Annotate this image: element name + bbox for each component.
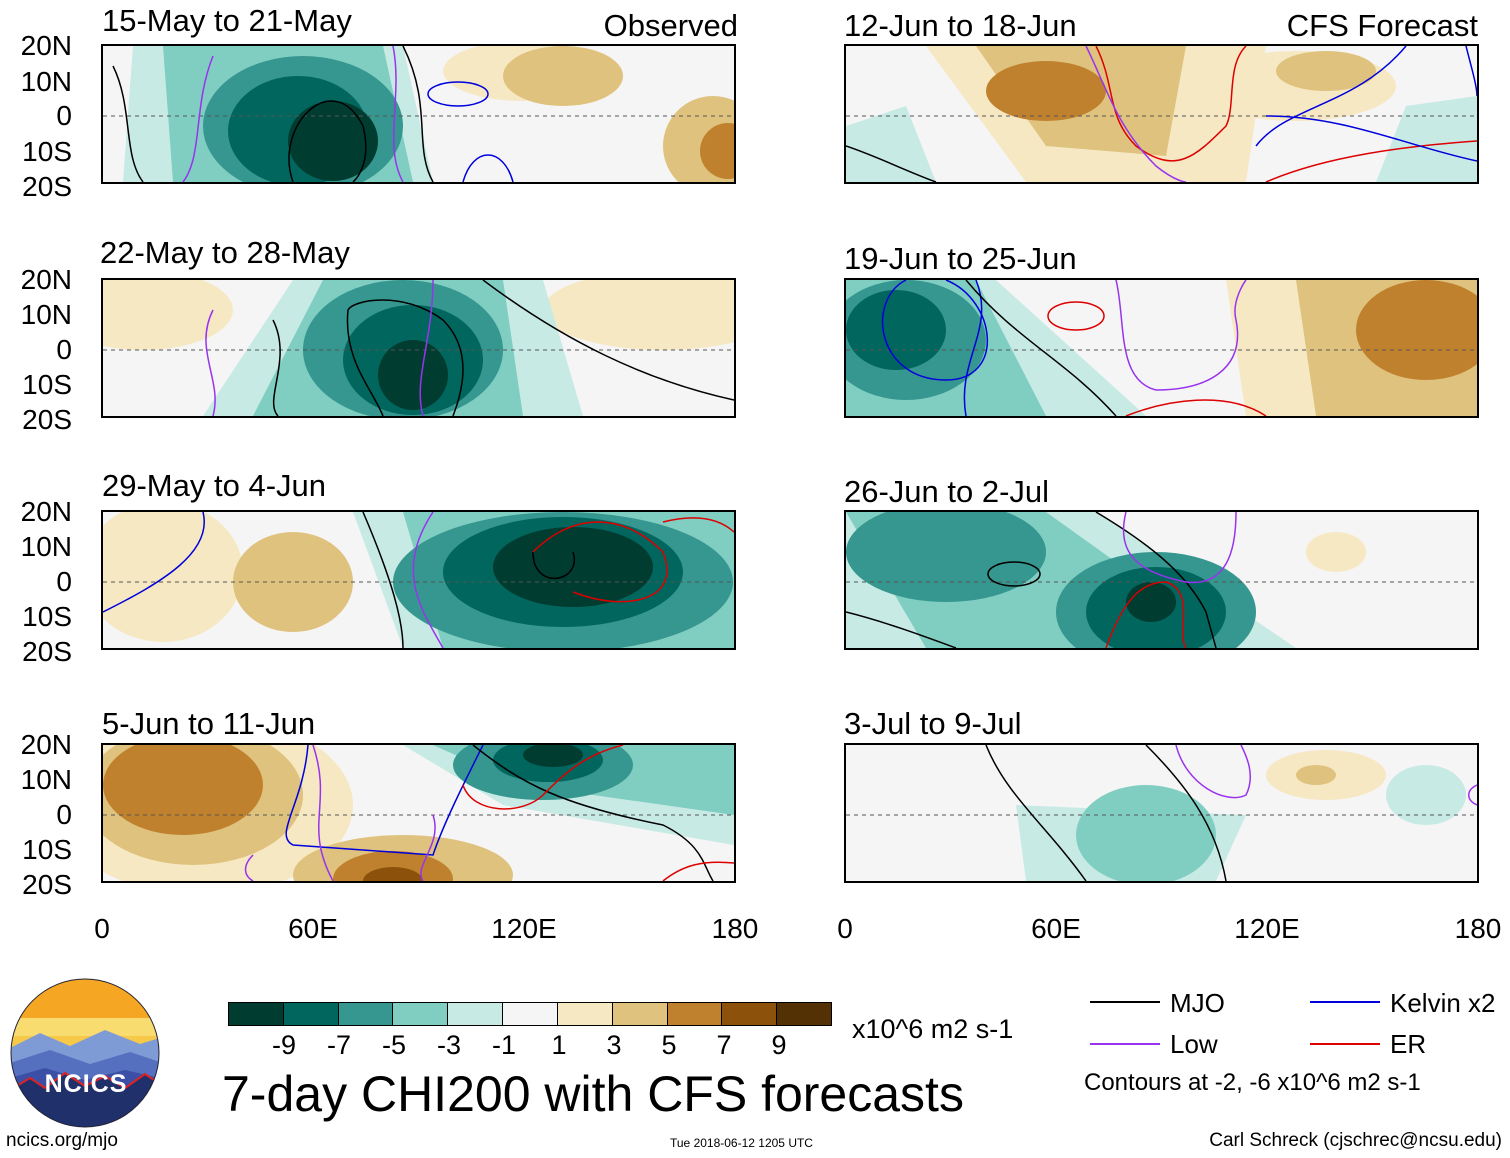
credit: Carl Schreck (cjschrec@ncsu.edu) (1209, 1130, 1502, 1151)
lat-label: 20N (20, 264, 72, 295)
legend-kelvin-line (1310, 1001, 1380, 1003)
colorbar-tick: -5 (381, 1030, 406, 1060)
colorbar-swatch (229, 1003, 284, 1025)
lon-label: 120E (491, 913, 557, 944)
colorbar-tick: 5 (661, 1030, 677, 1060)
lat-label: 0 (56, 566, 72, 597)
colorbar (228, 1002, 832, 1026)
colorbar-units: x10^6 m2 s-1 (852, 1014, 1014, 1044)
observed-label: Observed (603, 8, 738, 43)
lon-label: 60E (288, 913, 338, 944)
panel-title-obs3: 29-May to 4-Jun (102, 468, 326, 503)
lat-label: 20N (20, 30, 72, 61)
colorbar-tick: -9 (271, 1030, 296, 1060)
panel-title-fc2: 19-Jun to 25-Jun (844, 241, 1077, 276)
lon-label: 0 (837, 913, 853, 944)
panel-title-fc4: 3-Jul to 9-Jul (844, 706, 1022, 741)
colorbar-tick: 1 (551, 1030, 567, 1060)
map-panel-fc4 (844, 743, 1479, 883)
colorbar-swatch (667, 1003, 723, 1025)
map-panel-obs2 (101, 278, 736, 418)
colorbar-swatch (612, 1003, 668, 1025)
site-link[interactable]: ncics.org/mjo (6, 1130, 118, 1151)
lat-label: 10S (22, 136, 72, 167)
lat-label: 10N (20, 531, 72, 562)
cfs-forecast-label: CFS Forecast (1286, 8, 1478, 43)
timestamp: Tue 2018-06-12 1205 UTC (670, 1136, 813, 1150)
lat-label: 10N (20, 299, 72, 330)
panel-title-obs4: 5-Jun to 11-Jun (102, 706, 316, 741)
lat-label: 0 (56, 799, 72, 830)
map-panel-obs4 (101, 743, 736, 883)
lat-label: 10N (20, 764, 72, 795)
logo-text: NCICS (44, 1070, 128, 1098)
lat-label: 10N (20, 66, 72, 97)
lat-label: 10S (22, 834, 72, 865)
colorbar-swatch (283, 1003, 339, 1025)
colorbar-tick: -7 (326, 1030, 351, 1060)
lon-label: 180 (711, 913, 759, 944)
colorbar-swatch (448, 1003, 504, 1025)
map-panel-fc2 (844, 278, 1479, 418)
lat-label: 10S (22, 369, 72, 400)
colorbar-tick: 7 (716, 1030, 732, 1060)
legend-mjo-label: MJO (1170, 988, 1225, 1018)
lat-label: 0 (56, 334, 72, 365)
colorbar-swatch (393, 1003, 449, 1025)
colorbar-tick: -3 (436, 1030, 461, 1060)
map-panel-obs3 (101, 510, 736, 650)
legend-kelvin-label: Kelvin x2 (1390, 988, 1496, 1018)
lon-label: 180 (1454, 913, 1502, 944)
lat-label: 20S (22, 171, 72, 202)
lat-label: 20N (20, 496, 72, 527)
lat-label: 20N (20, 729, 72, 760)
ncics-logo (10, 978, 160, 1128)
lat-label: 20S (22, 869, 72, 900)
lon-label: 120E (1234, 913, 1300, 944)
lat-label: 20S (22, 636, 72, 667)
colorbar-swatch (338, 1003, 394, 1025)
legend-low-line (1090, 1043, 1160, 1045)
colorbar-tick: -1 (491, 1030, 516, 1060)
colorbar-swatch (777, 1003, 831, 1025)
colorbar-tick: 9 (771, 1030, 787, 1060)
colorbar-tick: 3 (606, 1030, 622, 1060)
colorbar-swatch (503, 1003, 558, 1025)
colorbar-swatch (557, 1003, 613, 1025)
map-panel-fc3 (844, 510, 1479, 650)
legend-er-line (1310, 1043, 1380, 1045)
panel-title-fc1: 12-Jun to 18-Jun (844, 8, 1077, 43)
legend-er-label: ER (1390, 1029, 1427, 1059)
lon-label: 0 (94, 913, 110, 944)
legend-low-label: Low (1170, 1029, 1218, 1059)
map-panel-fc1 (844, 44, 1479, 184)
map-panel-obs1 (101, 44, 736, 184)
lat-label: 0 (56, 100, 72, 131)
panel-title-obs2: 22-May to 28-May (100, 235, 350, 270)
lat-label: 20S (22, 404, 72, 435)
lat-label: 10S (22, 601, 72, 632)
contour-note: Contours at -2, -6 x10^6 m2 s-1 (1084, 1069, 1421, 1096)
panel-title-obs1: 15-May to 21-May (102, 3, 352, 38)
lon-label: 60E (1031, 913, 1081, 944)
legend-mjo-line (1090, 1001, 1160, 1003)
panel-title-fc3: 26-Jun to 2-Jul (844, 474, 1050, 509)
figure-title: 7-day CHI200 with CFS forecasts (222, 1066, 964, 1122)
colorbar-swatch (722, 1003, 778, 1025)
